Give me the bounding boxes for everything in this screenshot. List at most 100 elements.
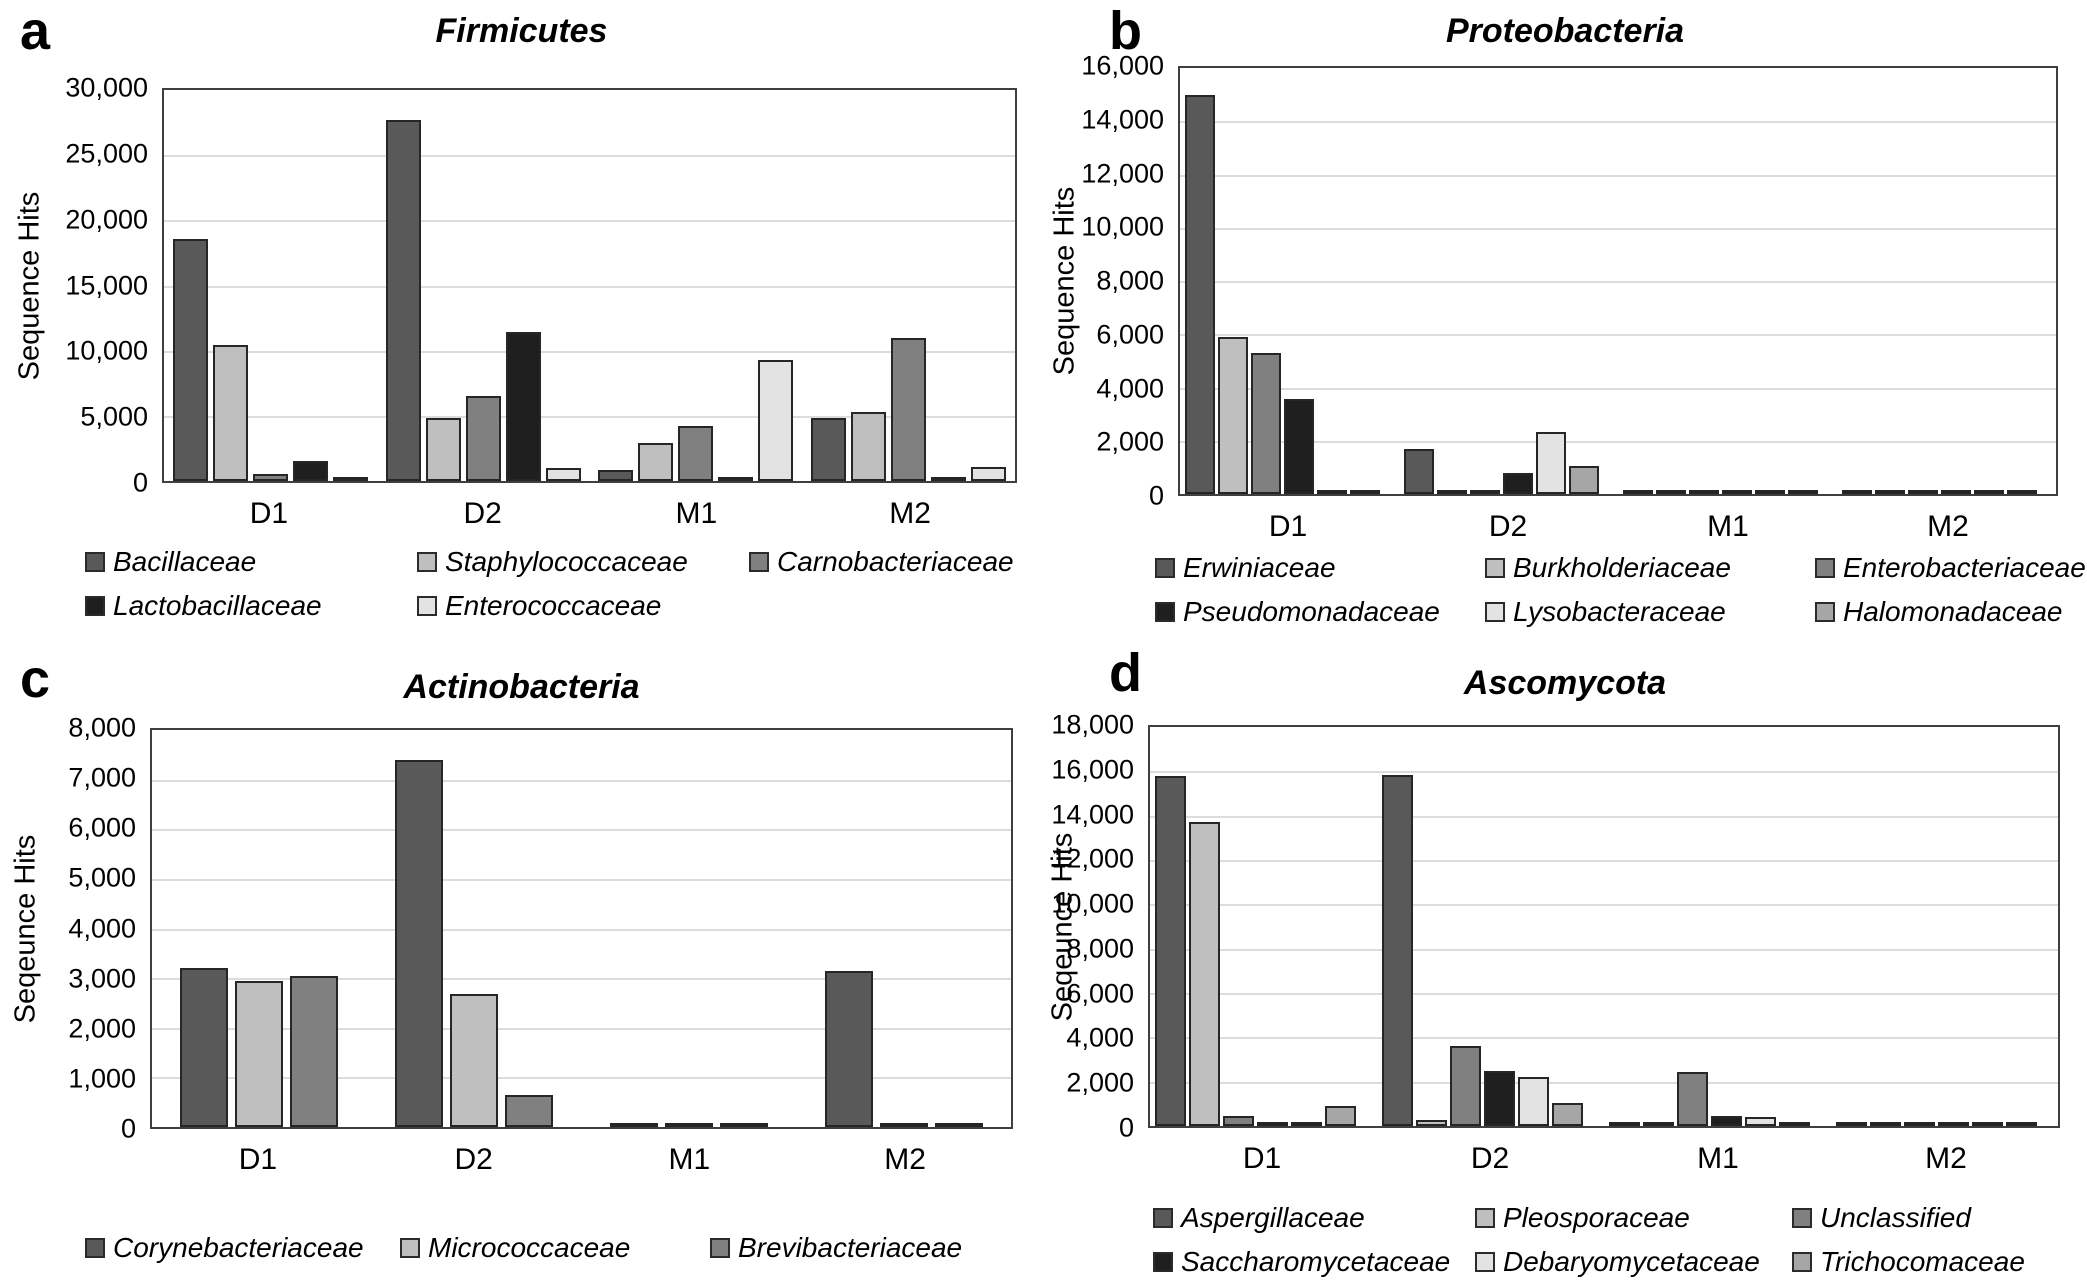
bar-pseudomonadaceae-M1 [1722,490,1752,494]
legend-swatch-icon [1153,1208,1173,1228]
bar-unclassified-D2 [1450,1046,1481,1126]
bar-trichocomaceae-D2 [1552,1103,1583,1126]
x-tick-label-M1: M1 [668,1143,711,1176]
gridline [1150,948,2058,951]
gridline [152,928,1011,931]
y-tick-label: 0 [1118,1112,1134,1143]
bar-brevibacteriaceae-D1 [290,976,339,1127]
bar-corynebacteriaceae-M2 [824,971,873,1127]
y-tick-label: 1,000 [68,1063,136,1094]
bar-micrococcaceae-M2 [879,1123,928,1127]
legend-swatch-icon [749,552,769,572]
legend-swatch-icon [417,552,437,572]
bar-group-M1 [1618,68,1837,494]
y-tick-label: 3,000 [68,963,136,994]
panel-title-proteobacteria: Proteobacteria [1445,12,1685,50]
gridline [164,415,1015,418]
bar-enterococcaceae-M1 [758,360,794,481]
x-tick-label-D1: D1 [238,1143,278,1176]
legend-label: Trichocomaceae [1820,1246,2025,1277]
legend-item-carnobacteriaceae: Carnobacteriaceae [749,546,1081,578]
y-axis-label: Seqeunce Hits [9,834,42,1024]
x-tick-label-M1: M1 [1697,1142,1739,1175]
x-tick-label-D2: D2 [1488,510,1528,543]
y-tick-label: 10,000 [1051,888,1134,919]
legend-swatch-icon [1475,1252,1495,1272]
panel-a-firmicutes: a Firmicutes Sequence Hits Bacillaceae St… [0,0,1043,640]
bar-staphylococcaceae-D2 [425,418,461,481]
plot-area-c [150,728,1013,1129]
bar-staphylococcaceae-M1 [638,443,674,481]
bar-group-D2 [1377,727,1604,1126]
bar-trichocomaceae-D1 [1325,1106,1356,1126]
y-axis-label: Sequence Hits [13,191,46,381]
gridline [152,878,1011,881]
bar-pleosporaceae-D1 [1189,822,1220,1126]
y-tick-label: 30,000 [65,72,148,103]
legend-a: Bacillaceae Staphylococcaceae Carnobacteri… [85,546,1081,622]
gridline [164,350,1015,353]
bar-halomonadaceae-M1 [1788,490,1818,494]
bar-carnobacteriaceae-D2 [465,396,501,481]
legend-label: Pseudomonadaceae [1183,596,1440,627]
bar-enterococcaceae-D2 [545,468,581,481]
y-tick-label: 8,000 [68,712,136,743]
panel-title-ascomycota: Ascomycota [1463,664,1667,702]
gridline [1180,227,2056,230]
panel-title-actinobacteria: Actinobacteria [403,668,640,706]
legend-item-staphylococcaceae: Staphylococcaceae [417,546,749,578]
legend-item-trichocomaceae: Trichocomaceae [1792,1246,2087,1278]
legend-label: Staphylococcaceae [445,546,688,577]
bar-burkholderiaceae-D1 [1218,337,1248,494]
bar-enterococcaceae-D1 [332,477,368,481]
legend-label: Enterococcaceae [445,590,662,621]
bar-corynebacteriaceae-D1 [180,968,229,1127]
bar-groups [1180,68,2056,494]
legend-label: Burkholderiaceae [1513,552,1731,583]
gridline [152,978,1011,981]
legend-label: Micrococcaceae [428,1232,631,1263]
y-tick-label: 2,000 [68,1013,136,1044]
y-tick-label: 2,000 [1066,1067,1134,1098]
y-tick-label: 2,000 [1096,426,1164,457]
y-tick-label: 25,000 [65,138,148,169]
gridline [1150,860,2058,862]
plot-area-b [1178,66,2058,496]
y-tick-label: 0 [120,1113,136,1144]
x-tick-label-D2: D2 [463,497,502,530]
gridline [164,285,1015,288]
x-tick-label-D2: D2 [1470,1142,1510,1175]
y-tick-label: 4,000 [68,913,136,943]
bar-aspergillaceae-D1 [1155,776,1186,1126]
legend-swatch-icon [1815,602,1835,622]
x-tick-label-D1: D1 [249,497,289,530]
y-tick-label: 5,000 [68,862,136,893]
bar-lactobacillaceae-D2 [505,332,541,481]
bar-group-D1 [1180,68,1399,494]
y-tick-label: 0 [132,467,148,498]
y-tick-label: 20,000 [65,204,148,235]
bar-enterobacteriaceae-M2 [1908,490,1938,494]
bar-brevibacteriaceae-M1 [719,1123,768,1127]
bar-group-M1 [582,730,797,1127]
x-tick-label-M2: M2 [1927,510,1969,543]
legend-item-lysobacteraceae: Lysobacteraceae [1485,596,1815,628]
bar-groups [1150,727,2058,1126]
gridline [152,1027,1011,1030]
bar-erwiniaceae-D1 [1185,95,1215,494]
gridline [1150,1081,2058,1084]
bar-burkholderiaceae-D2 [1437,490,1467,494]
bar-group-D2 [377,90,590,481]
legend-label: Lysobacteraceae [1513,596,1726,627]
gridline [1180,174,2056,177]
bar-lysobacteraceae-M2 [1974,490,2004,494]
legend-swatch-icon [1815,558,1835,578]
panel-letter-a: a [20,1,51,61]
legend-label: Debaryomycetaceae [1503,1246,1760,1277]
y-tick-label: 0 [1148,480,1164,511]
bar-unclassified-D1 [1223,1116,1254,1126]
gridline [1180,440,2056,443]
gridline [164,220,1015,223]
gridline [1150,993,2058,995]
y-tick-label: 5,000 [80,401,148,432]
